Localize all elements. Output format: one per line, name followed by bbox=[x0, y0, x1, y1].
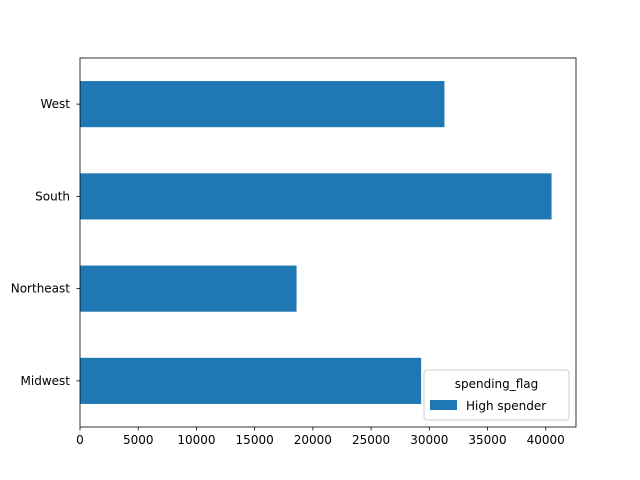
bars-group bbox=[80, 81, 552, 404]
y-tick-label: West bbox=[40, 97, 70, 111]
x-tick-label: 20000 bbox=[294, 433, 332, 447]
y-tick-label: Midwest bbox=[21, 374, 71, 388]
x-tick-label: 15000 bbox=[236, 433, 274, 447]
bar-south bbox=[80, 173, 552, 220]
y-tick-label: South bbox=[35, 189, 70, 203]
legend-box bbox=[423, 369, 570, 421]
x-tick-label: 35000 bbox=[468, 433, 506, 447]
legend-title: spending_flag bbox=[455, 377, 539, 391]
y-tick-label: Northeast bbox=[11, 282, 71, 296]
x-tick-label: 40000 bbox=[527, 433, 565, 447]
x-tick-label: 25000 bbox=[352, 433, 390, 447]
plot-frame bbox=[79, 57, 577, 428]
y-axis: Midwest Northeast South West bbox=[11, 97, 80, 388]
legend-swatch bbox=[430, 400, 457, 410]
x-tick-label: 30000 bbox=[410, 433, 448, 447]
x-tick-label: 5000 bbox=[123, 433, 154, 447]
bar-midwest bbox=[80, 357, 422, 404]
x-tick-label: 0 bbox=[76, 433, 84, 447]
legend: spending_flag High spender bbox=[423, 369, 570, 421]
x-tick-label: 10000 bbox=[177, 433, 215, 447]
bar-northeast bbox=[80, 265, 297, 312]
x-axis: 0 5000 10000 15000 20000 25000 30000 35000 40000 bbox=[76, 427, 565, 447]
legend-label: High spender bbox=[466, 399, 546, 413]
bar-west bbox=[80, 81, 445, 128]
